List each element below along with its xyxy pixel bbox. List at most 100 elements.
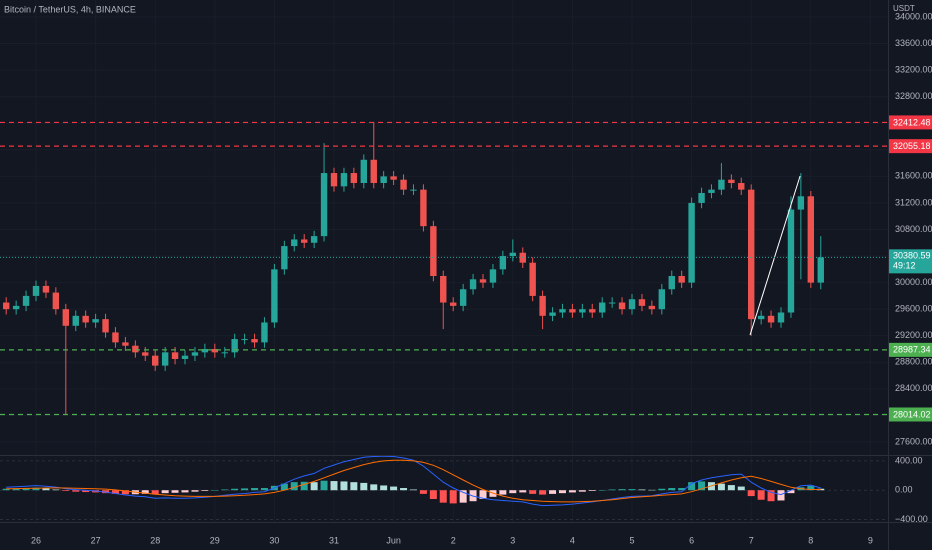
macd-histogram-bar (330, 481, 338, 491)
y-tick-label: 33600.00 (895, 38, 932, 48)
macd-histogram-bar (747, 490, 755, 497)
macd-histogram-bar (598, 490, 606, 491)
candle-body (251, 339, 258, 343)
macd-histogram-bar (737, 486, 745, 491)
macd-histogram-bar (360, 482, 368, 491)
level-label: 28014.02 (893, 409, 931, 419)
macd-histogram-bar (12, 488, 20, 491)
candle-body (459, 289, 467, 306)
candle-body (161, 352, 169, 366)
level-label: 32412.48 (893, 117, 931, 127)
y-tick-label: 27600.00 (895, 436, 932, 446)
candle-body (122, 342, 129, 346)
candle-body (102, 319, 109, 333)
candle-body (539, 295, 546, 316)
candle-body (350, 173, 358, 184)
last-price-box (889, 249, 932, 274)
candle-body (628, 299, 636, 310)
candle-body (618, 302, 626, 310)
macd-histogram-bar (807, 485, 815, 491)
candle-body (181, 355, 189, 359)
y-tick-label: 34000.00 (895, 11, 932, 21)
candle-body (291, 239, 298, 247)
macd-histogram-bar (727, 485, 735, 491)
macd-histogram-bar (241, 488, 249, 491)
macd-histogram-bar (628, 489, 636, 491)
level-label-box (889, 139, 932, 154)
axes: 26 27 28 29 30 31 Jun 2 3 4 5 6 7 8 9 34000.00 33600.00 3… (31, 11, 932, 545)
candle-body (12, 305, 20, 310)
candle-body (62, 309, 69, 326)
candle-body (579, 309, 586, 313)
macd-line (6, 459, 821, 503)
candle-body (708, 189, 715, 193)
macd-histogram-bar (479, 490, 487, 500)
level-label: 28987.34 (893, 345, 931, 355)
candle-body (330, 173, 338, 187)
candle-body (777, 312, 785, 323)
level-label: 32055.18 (893, 141, 931, 151)
candle-body (112, 332, 119, 343)
macd-histogram-bar (72, 490, 80, 492)
candle-body (489, 269, 497, 283)
macd-histogram-bar (161, 490, 169, 494)
macd-histogram-bar (350, 482, 358, 491)
candle-body (767, 315, 775, 323)
macd-histogram-bar (340, 481, 348, 491)
macd-histogram-bar (201, 490, 209, 491)
x-tick-label: 7 (749, 535, 754, 545)
candle-body (82, 315, 89, 323)
macd-histogram-bar (519, 490, 527, 493)
candle-body (241, 339, 248, 341)
candle-body (221, 352, 228, 354)
macd-histogram-bar (171, 490, 179, 493)
y-tick-label: 28400.00 (895, 383, 932, 393)
macd-histogram-bar (191, 490, 199, 492)
candle-body (748, 189, 755, 320)
y-tick-label: 29200.00 (895, 330, 932, 340)
macd-histogram-bar (42, 488, 50, 491)
candle-body (499, 256, 507, 270)
candle-body (608, 302, 616, 304)
candle-body (569, 309, 576, 313)
macd-histogram-bar (32, 487, 40, 491)
macd-histogram-bar (260, 488, 268, 491)
macd-histogram-bar (648, 489, 656, 491)
candle-body (787, 209, 795, 313)
macd-histogram-bar (231, 488, 239, 491)
candle-body (410, 189, 417, 191)
candle-body (32, 285, 40, 296)
macd-histogram-bar (181, 490, 189, 493)
macd-histogram-bar (320, 480, 328, 491)
macd-histogram-bar (549, 490, 557, 494)
candle-body (807, 196, 815, 283)
macd-histogram-bar (568, 490, 576, 493)
macd-pane (2, 456, 825, 507)
price-pane (0, 121, 888, 416)
candle-body (320, 173, 328, 237)
macd-histogram-bar (439, 490, 447, 503)
candle-body (430, 226, 437, 276)
macd-histogram-bar (429, 490, 437, 500)
macd-histogram-bar (539, 490, 547, 495)
macd-histogram-bar (251, 488, 259, 491)
candle-body (261, 322, 268, 343)
macd-histogram-bar (509, 490, 517, 494)
candle-body (589, 309, 596, 313)
candle-body (152, 355, 159, 366)
macd-histogram-bar (618, 489, 626, 491)
macd-histogram-bar (787, 490, 795, 494)
macd-histogram-bar (280, 483, 288, 491)
macd-histogram-bar (608, 489, 616, 491)
macd-histogram-bar (151, 490, 159, 495)
y-tick-label: 31200.00 (895, 197, 932, 207)
candle-body (281, 246, 288, 270)
candle-body (648, 305, 656, 310)
macd-histogram-bar (698, 481, 706, 491)
candle-body (72, 315, 79, 326)
candle-body (132, 345, 139, 353)
x-tick-label: 28 (150, 535, 160, 545)
x-tick-label: 30 (269, 535, 279, 545)
candle-body (440, 275, 447, 303)
macd-tick-label: 400.00 (895, 455, 923, 465)
